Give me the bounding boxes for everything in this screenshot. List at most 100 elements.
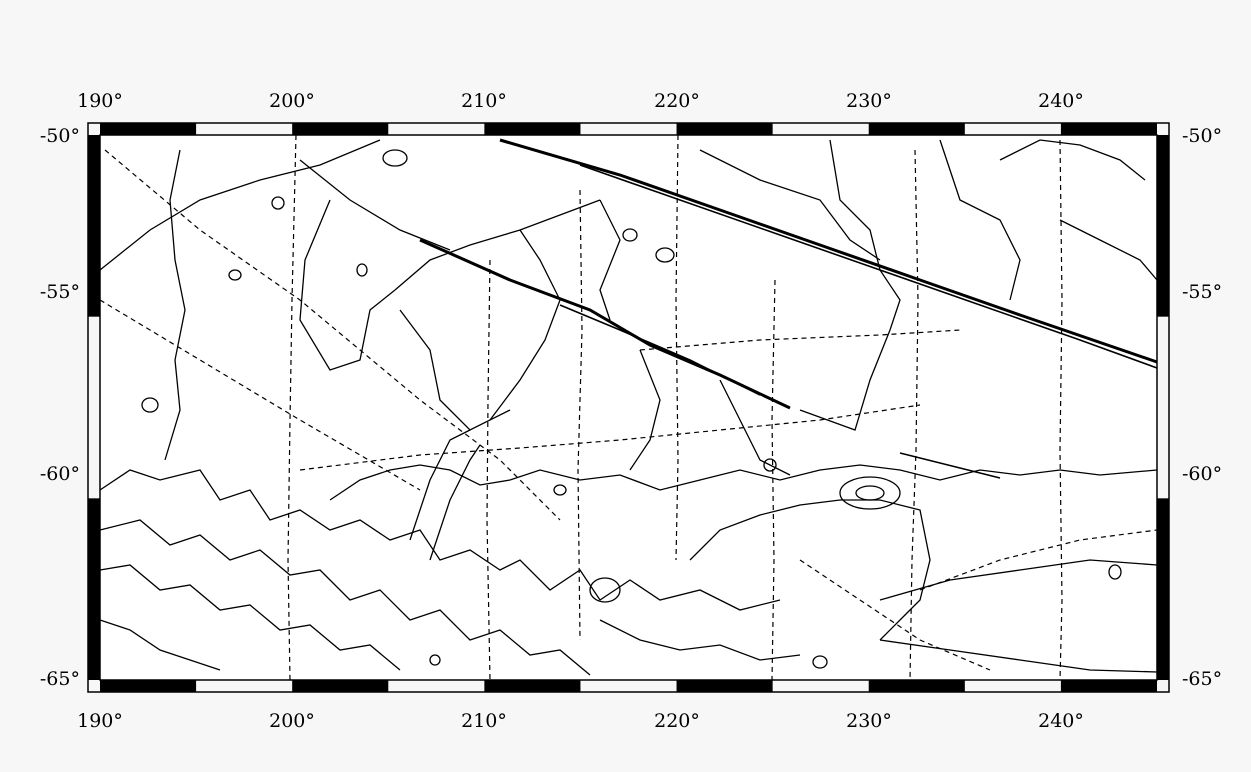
seamount-contour — [271, 196, 285, 210]
lat-label-right: -55° — [1182, 281, 1222, 303]
lon-label-top: 240° — [1038, 90, 1084, 112]
depth-contour — [879, 639, 1158, 673]
depth-contour — [99, 519, 591, 676]
lon-label-bottom: 190° — [77, 710, 123, 732]
lon-label-bottom: 210° — [461, 710, 507, 732]
depth-contour — [689, 499, 931, 641]
seamount-contour — [382, 149, 408, 167]
frame-bar-top — [100, 123, 197, 135]
lon-label-top: 210° — [461, 90, 507, 112]
lon-label-bottom: 240° — [1038, 710, 1084, 732]
depth-contour — [939, 139, 1021, 301]
depth-contour — [699, 149, 881, 261]
depth-contour — [429, 444, 481, 561]
frame-bar-right — [1157, 498, 1169, 680]
map-frame-inner — [99, 134, 1158, 681]
depth-contour — [99, 469, 781, 611]
frame-bar-bottom — [868, 680, 965, 692]
frame-bar-top — [292, 123, 389, 135]
frame-bar-bottom — [484, 680, 581, 692]
ship-track — [639, 329, 961, 351]
frame-bar-bottom — [292, 680, 389, 692]
lat-labels-right: -50° -55° -60° -65° — [1182, 125, 1222, 690]
lat-label-left: -60° — [40, 463, 80, 485]
depth-contour — [299, 159, 451, 251]
depth-contour — [409, 429, 471, 541]
fracture-zone-central-b — [559, 304, 761, 396]
depth-contour — [1059, 219, 1158, 281]
seamount-contour — [589, 577, 621, 603]
ship-track — [99, 299, 421, 491]
fracture-zone-east — [899, 452, 1001, 479]
depth-contour — [164, 149, 186, 461]
lon-label-bottom: 230° — [846, 710, 892, 732]
lat-label-left: -65° — [40, 668, 80, 690]
lon-label-top: 220° — [654, 90, 700, 112]
seamount-contour — [812, 655, 828, 669]
frame-bar-top — [676, 123, 773, 135]
seamount-contour — [141, 397, 159, 413]
ship-track — [1059, 139, 1063, 681]
ship-track — [104, 149, 561, 521]
ship-track — [919, 529, 1158, 591]
ship-track — [771, 279, 776, 681]
ship-track — [287, 134, 297, 681]
ship-track — [486, 259, 491, 681]
lon-labels-top: 190° 200° 210° 220° 230° 240° — [77, 90, 1084, 112]
seamount-contour — [839, 476, 901, 510]
seamount-contour — [1108, 564, 1122, 580]
seamount-contour — [655, 247, 675, 263]
depth-contour — [394, 199, 601, 291]
depth-contour — [879, 559, 1158, 601]
lat-label-left: -55° — [40, 281, 80, 303]
lon-label-bottom: 200° — [269, 710, 315, 732]
depth-contour — [299, 199, 396, 371]
frame-bar-bottom — [1060, 680, 1157, 692]
lat-label-left: -50° — [40, 125, 80, 147]
depth-contour — [99, 619, 221, 671]
lat-labels-left: -50° -55° -60° -65° — [40, 125, 80, 690]
lat-label-right: -60° — [1182, 463, 1222, 485]
depth-contour — [399, 309, 511, 431]
frame-bar-top — [484, 123, 581, 135]
frame-bar-bottom — [676, 680, 773, 692]
lon-label-top: 230° — [846, 90, 892, 112]
depth-contour — [599, 199, 621, 321]
frame-scale-bars — [88, 123, 1169, 692]
frame-bar-top — [1060, 123, 1157, 135]
lon-labels-bottom: 190° 200° 210° 220° 230° 240° — [77, 710, 1084, 732]
map-area — [100, 135, 1157, 680]
lat-label-right: -50° — [1182, 125, 1222, 147]
ship-track — [577, 189, 583, 641]
frame-bar-left — [88, 135, 100, 317]
frame-bar-bottom — [100, 680, 197, 692]
depth-contour — [329, 464, 1158, 501]
frame-bar-right — [1157, 135, 1169, 317]
seamount-contour — [553, 484, 567, 496]
ship-track — [909, 149, 919, 681]
seamount-contour — [356, 263, 368, 277]
lon-label-bottom: 220° — [654, 710, 700, 732]
seamount-contour — [228, 269, 242, 281]
map-linework — [99, 134, 1158, 681]
ship-track — [299, 404, 921, 471]
lon-label-top: 190° — [77, 90, 123, 112]
lon-label-top: 200° — [269, 90, 315, 112]
seamount-contour — [429, 654, 441, 666]
depth-contour — [629, 349, 661, 471]
ship-track — [675, 134, 679, 561]
depth-contour — [99, 564, 401, 671]
frame-bar-top — [868, 123, 965, 135]
frame-bar-left — [88, 498, 100, 680]
seamount-contour — [622, 228, 638, 242]
ship-track — [799, 559, 991, 671]
seamount-contour — [855, 485, 885, 501]
seamount-contour — [763, 458, 777, 472]
depth-contour — [999, 139, 1146, 181]
lat-label-right: -65° — [1182, 668, 1222, 690]
depth-contour — [489, 229, 561, 421]
depth-contour — [599, 619, 801, 661]
fracture-zone-north — [499, 138, 1158, 364]
depth-contour — [99, 139, 381, 271]
depth-contour — [799, 139, 901, 431]
